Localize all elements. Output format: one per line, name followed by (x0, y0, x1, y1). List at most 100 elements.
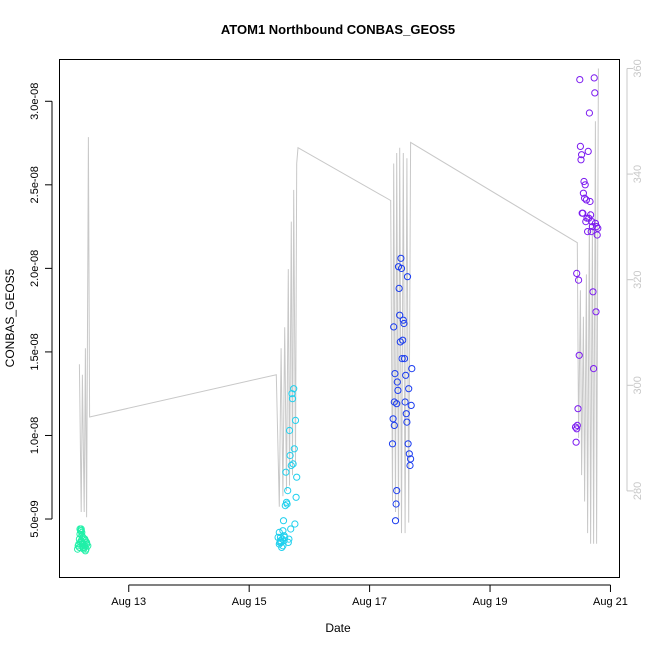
left-y-axis: 5.0e-09 1.0e-08 1.5e-08 2.0e-08 2.5e-08 3.0e-… (29, 83, 53, 538)
data-point (584, 228, 592, 236)
data-point (285, 535, 293, 543)
data-point (288, 390, 296, 398)
data-point (580, 177, 588, 186)
chart-title: ATOM1 Northbound CONBAS_GEOS5 (221, 22, 455, 37)
data-point (291, 416, 300, 424)
data-point (587, 228, 595, 236)
data-point (403, 418, 411, 426)
data-point (575, 276, 583, 284)
data-point (573, 425, 581, 433)
data-point (292, 493, 300, 501)
altitude-line-layer (78, 68, 599, 544)
data-point (280, 537, 288, 545)
data-point (577, 156, 585, 164)
data-point (399, 316, 407, 324)
data-point (392, 500, 400, 508)
data-point (590, 74, 598, 82)
right-tick-label: 300 (632, 376, 644, 394)
data-point (81, 535, 89, 543)
data-point (287, 525, 295, 533)
data-point (571, 423, 580, 431)
data-point (403, 273, 412, 281)
data-point (578, 151, 586, 159)
data-point (575, 351, 583, 359)
data-point (405, 450, 413, 458)
data-point (279, 542, 287, 550)
data-point (391, 370, 399, 378)
data-point (289, 460, 297, 468)
data-point (581, 194, 589, 202)
data-point (401, 398, 409, 406)
data-point (594, 224, 602, 232)
data-point (391, 517, 400, 525)
data-point (393, 378, 401, 386)
x-tick-label: Aug 13 (111, 596, 146, 608)
data-point (395, 284, 403, 292)
data-point (80, 545, 88, 553)
data-point (284, 487, 292, 495)
y-tick-label: 1.0e-08 (29, 417, 41, 454)
data-point (592, 308, 600, 316)
x-tick-label: Aug 19 (473, 596, 508, 608)
data-point (572, 438, 580, 446)
y-tick-label: 2.0e-08 (29, 250, 41, 287)
data-point (593, 231, 601, 239)
data-point (284, 538, 292, 547)
data-point (280, 532, 288, 540)
data-point (579, 189, 588, 197)
y-axis-label: CONBAS_GEOS5 (3, 268, 17, 367)
data-point (397, 254, 405, 262)
data-point (288, 395, 297, 403)
data-point (408, 365, 416, 373)
y-tick-label: 5.0e-09 (29, 500, 41, 537)
data-point (287, 461, 295, 470)
right-y-axis: 280 300 320 340 360 (626, 59, 644, 500)
y-tick-label: 2.5e-08 (29, 166, 41, 203)
data-point (402, 371, 410, 379)
data-point (282, 468, 290, 476)
data-point (278, 543, 286, 552)
right-tick-label: 320 (632, 271, 644, 289)
x-axis-label: Date (325, 621, 351, 635)
x-tick-label: Aug 21 (593, 596, 628, 608)
data-point (293, 473, 301, 481)
data-point (581, 181, 589, 189)
right-tick-label: 360 (632, 59, 644, 77)
data-point (396, 311, 404, 319)
data-point (76, 525, 84, 533)
data-point (584, 147, 592, 155)
data-point (589, 288, 597, 296)
data-point (405, 385, 413, 393)
data-point (582, 196, 591, 204)
data-point (389, 415, 397, 423)
data-point (400, 355, 409, 363)
data-point (574, 405, 582, 413)
data-point (576, 142, 585, 150)
data-point (573, 269, 581, 277)
data-point (77, 527, 85, 535)
data-point (388, 440, 397, 448)
data-point (588, 218, 596, 226)
data-point (593, 223, 601, 231)
data-point (283, 500, 291, 508)
data-point (77, 537, 85, 545)
data-point (398, 355, 406, 363)
data-point (275, 528, 283, 537)
x-tick-label: Aug 15 (232, 596, 267, 608)
data-point (394, 386, 402, 394)
data-point (573, 421, 581, 429)
data-points-layer (74, 74, 602, 555)
x-axis: Aug 13 Aug 15 Aug 17 Aug 19 Aug 21 (111, 584, 628, 608)
data-point (279, 517, 288, 525)
data-point (590, 365, 598, 373)
data-point (407, 401, 415, 409)
y-tick-label: 3.0e-08 (29, 83, 41, 120)
data-point (587, 211, 595, 219)
data-point (390, 421, 398, 429)
data-point (404, 440, 412, 448)
data-point (579, 209, 587, 217)
data-point (393, 487, 401, 495)
y-tick-label: 1.5e-08 (29, 333, 41, 370)
